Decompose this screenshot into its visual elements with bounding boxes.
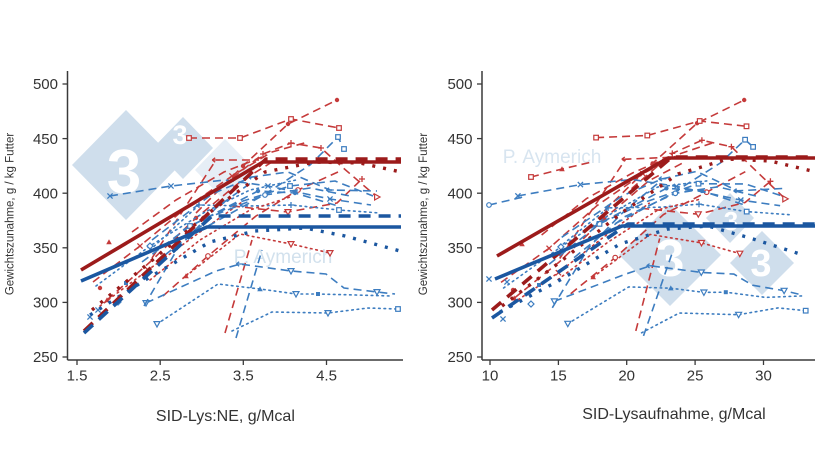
svg-text:20: 20 (618, 368, 635, 385)
svg-text:15: 15 (550, 368, 567, 385)
svg-text:450: 450 (33, 131, 58, 148)
svg-text:250: 250 (447, 349, 472, 366)
svg-text:350: 350 (447, 240, 472, 257)
svg-text:25: 25 (687, 368, 704, 385)
svg-text:3: 3 (172, 120, 187, 150)
svg-text:450: 450 (447, 131, 472, 148)
svg-text:1.5: 1.5 (67, 368, 88, 385)
svg-text:30: 30 (755, 368, 772, 385)
svg-text:2.5: 2.5 (150, 368, 171, 385)
svg-text:3: 3 (750, 243, 771, 285)
svg-text:P. Aymerich: P. Aymerich (503, 147, 602, 168)
svg-text:SID-Lys:NE, g/Mcal: SID-Lys:NE, g/Mcal (156, 408, 295, 425)
svg-text:SID-Lysaufnahme, g/Mcal: SID-Lysaufnahme, g/Mcal (582, 406, 765, 423)
svg-text:Gewichtszunahme, g / kg Futter: Gewichtszunahme, g / kg Futter (4, 133, 16, 296)
svg-text:300: 300 (33, 295, 58, 312)
svg-text:3: 3 (107, 138, 141, 207)
svg-text:350: 350 (33, 240, 58, 257)
svg-text:400: 400 (447, 185, 472, 202)
svg-text:400: 400 (33, 185, 58, 202)
svg-text:250: 250 (33, 349, 58, 366)
svg-text:10: 10 (482, 368, 499, 385)
svg-text:3: 3 (724, 206, 738, 236)
svg-text:4.5: 4.5 (316, 368, 337, 385)
svg-text:500: 500 (447, 76, 472, 93)
svg-text:500: 500 (33, 76, 58, 93)
svg-text:3.5: 3.5 (233, 368, 254, 385)
svg-text:Gewichtszunahme, g / kg Futter: Gewichtszunahme, g / kg Futter (418, 133, 430, 296)
svg-text:300: 300 (447, 295, 472, 312)
